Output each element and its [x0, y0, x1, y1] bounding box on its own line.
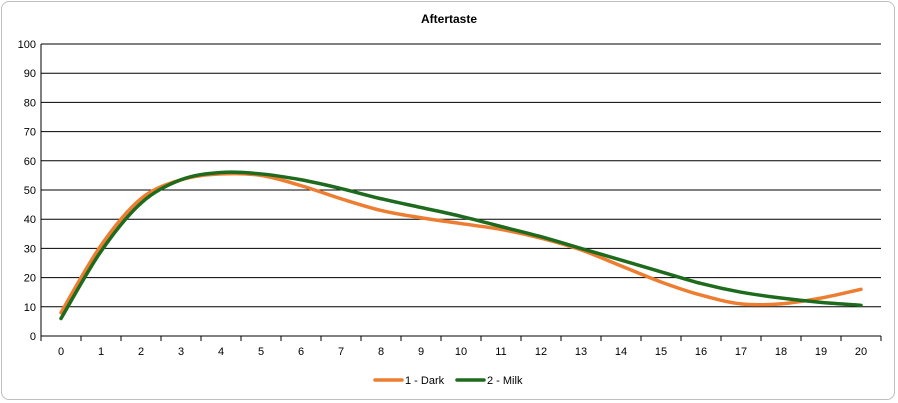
legend-label: 1 - Dark [405, 375, 445, 387]
x-tick-label: 20 [855, 346, 867, 358]
x-tick-label: 19 [815, 346, 827, 358]
y-tick-label: 10 [24, 302, 36, 314]
y-tick-label: 80 [24, 97, 36, 109]
x-tick-label: 15 [655, 346, 667, 358]
x-tick-label: 2 [138, 346, 144, 358]
x-tick-label: 13 [575, 346, 587, 358]
x-tick-label: 9 [418, 346, 424, 358]
x-tick-label: 10 [455, 346, 467, 358]
x-axis: 0 1 2 3 4 5 6 7 8 9 10 11 12 13 14 15 16 17 18 19 20 [40, 44, 882, 358]
legend: 1 - Dark 2 - Milk [373, 375, 523, 387]
x-tick-label: 0 [58, 346, 64, 358]
y-tick-label: 60 [24, 156, 36, 168]
x-tick-label: 6 [298, 346, 304, 358]
x-tick-label: 17 [735, 346, 747, 358]
x-tick-label: 3 [178, 346, 184, 358]
y-tick-label: 50 [24, 185, 36, 197]
chart-title: Aftertaste [421, 12, 477, 26]
y-tick-label: 90 [24, 68, 36, 80]
y-tick-label: 100 [18, 39, 36, 51]
y-tick-label: 0 [30, 331, 36, 343]
series-lines [59, 170, 863, 321]
x-tick-label: 1 [98, 346, 104, 358]
x-tick-label: 18 [775, 346, 787, 358]
x-tick-label: 12 [535, 346, 547, 358]
x-tick-label: 7 [338, 346, 344, 358]
series-line-2 [59, 170, 863, 321]
gridlines [41, 43, 881, 337]
x-tick-label: 5 [258, 346, 264, 358]
legend-label: 2 - Milk [487, 375, 523, 387]
x-tick-label: 11 [495, 346, 506, 358]
x-tick-label: 14 [615, 346, 627, 358]
legend-item-1: 1 - Dark [373, 375, 445, 387]
y-axis: 0 10 20 30 40 50 60 70 80 90 100 [18, 39, 36, 343]
legend-item-2: 2 - Milk [455, 375, 523, 387]
x-tick-label: 8 [378, 346, 384, 358]
y-tick-label: 20 [24, 273, 36, 285]
y-tick-label: 40 [24, 214, 36, 226]
y-tick-label: 70 [24, 127, 36, 139]
x-tick-label: 16 [695, 346, 707, 358]
y-tick-label: 30 [24, 243, 36, 255]
x-tick-label: 4 [218, 346, 224, 358]
